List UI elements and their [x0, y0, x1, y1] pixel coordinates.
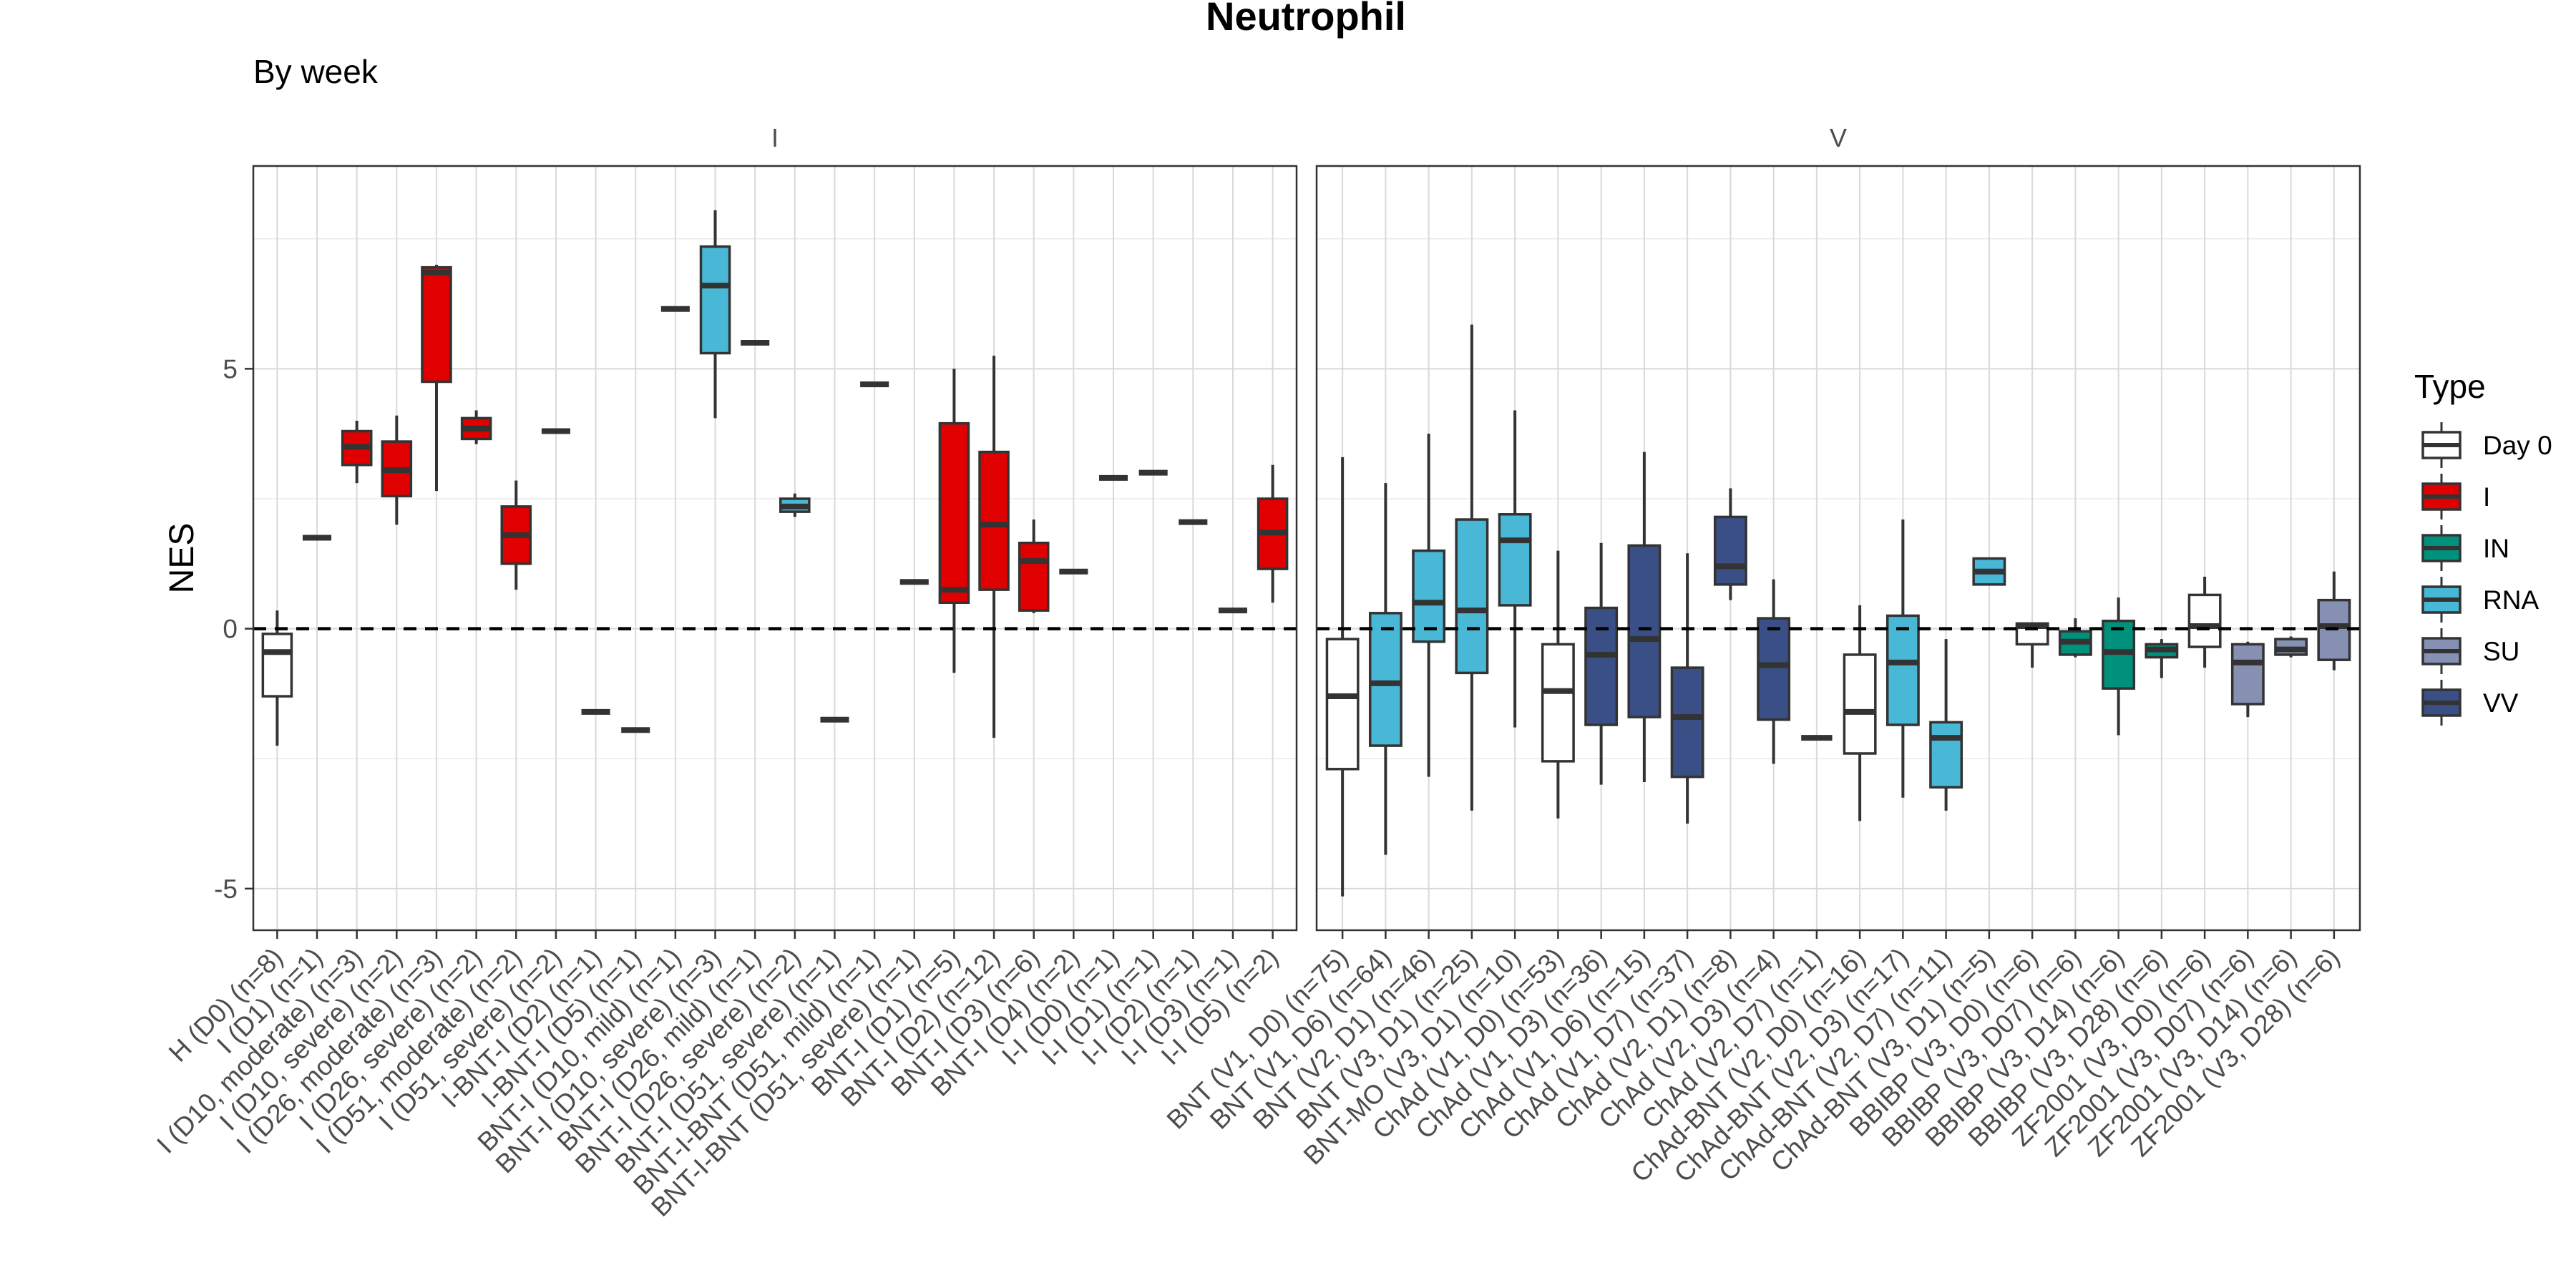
- box-body: [1455, 518, 1489, 675]
- y-tick-label: 5: [223, 354, 238, 384]
- box-6: [460, 410, 492, 444]
- legend-label: I: [2483, 482, 2490, 512]
- box-20: [1018, 519, 1050, 613]
- box-18: [938, 369, 970, 673]
- legend-entry: IN: [2421, 525, 2509, 571]
- panel-border: [1315, 165, 2361, 932]
- box-2: [1368, 483, 1402, 855]
- facet-panel-I: IH (D0) (n=8)I (D1) (n=1)I (D10, moderat…: [151, 123, 1298, 1222]
- legend-entry: Day 0: [2421, 422, 2552, 468]
- box-14: [1885, 519, 1920, 798]
- box-body: [1757, 617, 1791, 721]
- panel-border: [252, 165, 1298, 932]
- panel-background: [1317, 166, 2360, 930]
- box-23: [2274, 636, 2308, 658]
- box-body: [1713, 515, 1747, 586]
- box-body: [421, 265, 452, 384]
- box-1: [1325, 457, 1360, 897]
- box-body: [1627, 544, 1662, 718]
- legend-entry: SU: [2421, 628, 2519, 674]
- panel-background: [253, 166, 1297, 930]
- box-20: [2145, 639, 2179, 678]
- box-5: [1498, 410, 1532, 728]
- box-9: [1670, 553, 1704, 824]
- legend-label: RNA: [2483, 585, 2539, 615]
- box-body: [1541, 643, 1575, 763]
- box-5: [421, 265, 452, 492]
- box-body: [1843, 653, 1877, 755]
- box-19: [2102, 597, 2136, 736]
- chart-subtitle: By week: [253, 53, 379, 90]
- box-body: [978, 450, 1010, 591]
- box-12: [699, 210, 731, 419]
- y-axis-label: NES: [163, 523, 201, 594]
- box-body: [2230, 643, 2265, 706]
- box-4: [381, 415, 413, 525]
- box-body: [1498, 513, 1532, 607]
- legend-label: IN: [2483, 534, 2509, 563]
- box-7: [500, 480, 532, 590]
- box-body: [2187, 593, 2222, 648]
- facet-panels: IH (D0) (n=8)I (D1) (n=1)I (D10, moderat…: [151, 123, 2361, 1222]
- legend-entry: VV: [2421, 680, 2519, 726]
- box-8: [1627, 452, 1662, 782]
- box-body: [1929, 721, 1963, 789]
- legend: Type Day 0 I IN RNA SU VV: [2414, 368, 2552, 726]
- box-17: [2015, 622, 2049, 668]
- box-body: [938, 421, 970, 605]
- box-21: [2187, 576, 2222, 668]
- legend-title: Type: [2414, 368, 2486, 405]
- legend-entry: I: [2421, 474, 2490, 519]
- box-body: [1325, 638, 1360, 771]
- box-body: [699, 245, 731, 355]
- box-26: [1257, 464, 1289, 603]
- box-body: [1412, 549, 1446, 643]
- box-body: [1584, 606, 1619, 726]
- box-11: [1757, 579, 1791, 764]
- box-14: [779, 493, 811, 517]
- box-body: [261, 633, 293, 698]
- box-body: [1885, 614, 1920, 726]
- chart-title: Neutrophil: [1206, 0, 1406, 39]
- legend-entry: RNA: [2421, 577, 2539, 623]
- box-13: [1843, 605, 1877, 821]
- box-4: [1455, 324, 1489, 811]
- box-16: [1972, 557, 2006, 586]
- box-22: [2230, 641, 2265, 718]
- box-body: [1670, 666, 1704, 779]
- box-19: [978, 356, 1010, 738]
- legend-label: VV: [2483, 688, 2519, 718]
- box-15: [1929, 639, 1963, 811]
- box-body: [1368, 612, 1402, 747]
- box-body: [1018, 541, 1050, 612]
- box-18: [2058, 618, 2092, 658]
- box-24: [2317, 571, 2351, 670]
- legend-label: Day 0: [2483, 431, 2552, 460]
- box-1: [261, 610, 293, 746]
- facet-strip-label: V: [1830, 123, 1847, 152]
- y-tick-label: -5: [214, 874, 238, 904]
- box-10: [1713, 488, 1747, 600]
- legend-label: SU: [2483, 637, 2519, 666]
- y-tick-label: 0: [223, 615, 238, 644]
- box-3: [341, 421, 373, 484]
- facet-strip-label: I: [771, 123, 779, 152]
- box-3: [1412, 434, 1446, 777]
